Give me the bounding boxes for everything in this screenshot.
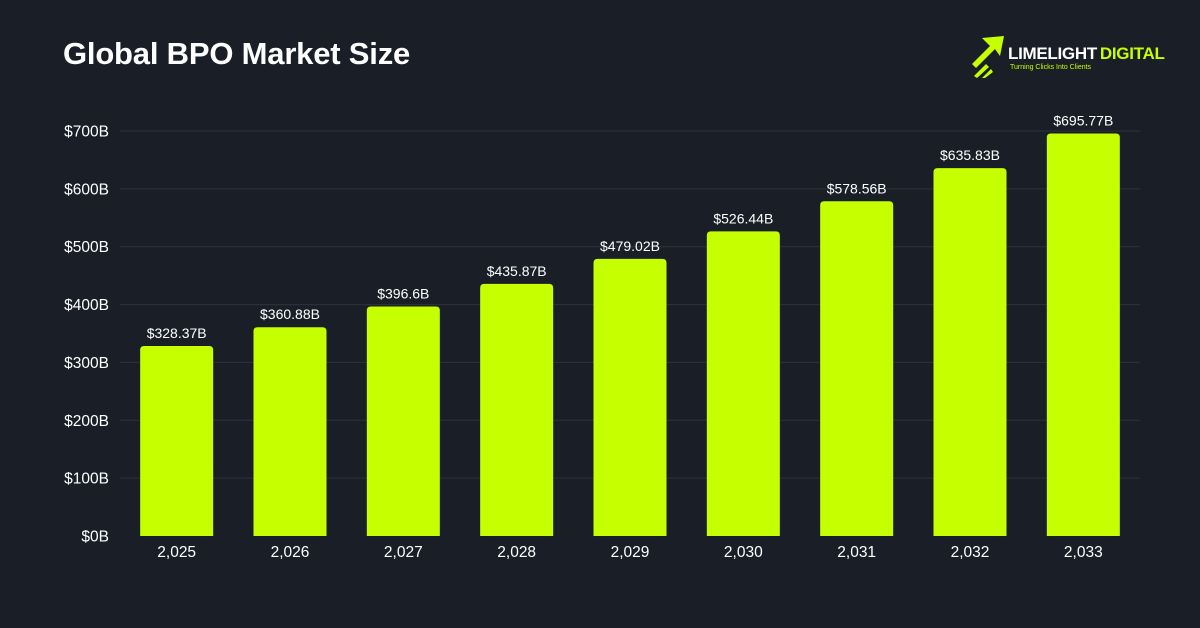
x-tick-label: 2,030 — [724, 544, 763, 561]
y-tick-label: $100B — [64, 471, 109, 488]
bar-value-label: $435.87B — [487, 263, 547, 279]
logo-word-limelight: LIMELIGHT — [1008, 44, 1097, 63]
bars — [140, 133, 1120, 536]
x-tick-label: 2,033 — [1064, 544, 1103, 561]
bar — [1046, 133, 1120, 536]
y-axis: $0B $100B $200B $300B $400B $500B $600B $700B — [64, 124, 109, 546]
y-tick-label: $600B — [64, 181, 109, 198]
rocket-arrows-icon — [972, 36, 1004, 78]
x-tick-label: 2,029 — [611, 544, 650, 561]
bar — [933, 168, 1007, 536]
bar-value-label: $396.6B — [377, 286, 429, 302]
x-tick-label: 2,026 — [271, 544, 310, 561]
bar-value-label: $526.44B — [713, 210, 773, 226]
bar-value-label: $360.88B — [260, 306, 320, 322]
x-axis: 2,025 2,026 2,027 2,028 2,029 2,030 2,031 2,032… — [157, 544, 1102, 561]
x-tick-label: 2,027 — [384, 544, 423, 561]
x-tick-label: 2,025 — [157, 544, 196, 561]
bar — [480, 283, 554, 536]
x-tick-label: 2,028 — [497, 544, 536, 561]
bar — [593, 258, 667, 536]
x-tick-label: 2,032 — [951, 544, 990, 561]
bar-value-label: $695.77B — [1053, 112, 1113, 128]
y-tick-label: $700B — [64, 124, 109, 141]
bar-value-label: $328.37B — [147, 325, 207, 341]
logo-wordmark: LIMELIGHT DIGITAL — [1008, 44, 1165, 64]
bar — [140, 346, 214, 536]
bar — [253, 327, 327, 536]
value-labels: $328.37B $360.88B $396.6B $435.87B $479.02B $… — [147, 112, 1114, 341]
bar — [820, 201, 894, 536]
brand-logo: LIMELIGHT DIGITAL Turning Clicks Into Cli… — [970, 34, 1165, 82]
bar-value-label: $479.02B — [600, 238, 660, 254]
y-tick-label: $400B — [64, 297, 109, 314]
logo-tagline: Turning Clicks Into Clients — [1010, 64, 1092, 71]
chart-title: Global BPO Market Size — [63, 36, 411, 71]
bar-value-label: $635.83B — [940, 147, 1000, 163]
y-tick-label: $300B — [64, 355, 109, 372]
bar — [366, 306, 440, 536]
bar-value-label: $578.56B — [827, 180, 887, 196]
bar — [706, 231, 780, 536]
y-tick-label: $200B — [64, 413, 109, 430]
y-tick-label: $0B — [81, 529, 109, 546]
y-tick-label: $500B — [64, 239, 109, 256]
x-tick-label: 2,031 — [837, 544, 876, 561]
logo-word-digital: DIGITAL — [1099, 44, 1165, 63]
